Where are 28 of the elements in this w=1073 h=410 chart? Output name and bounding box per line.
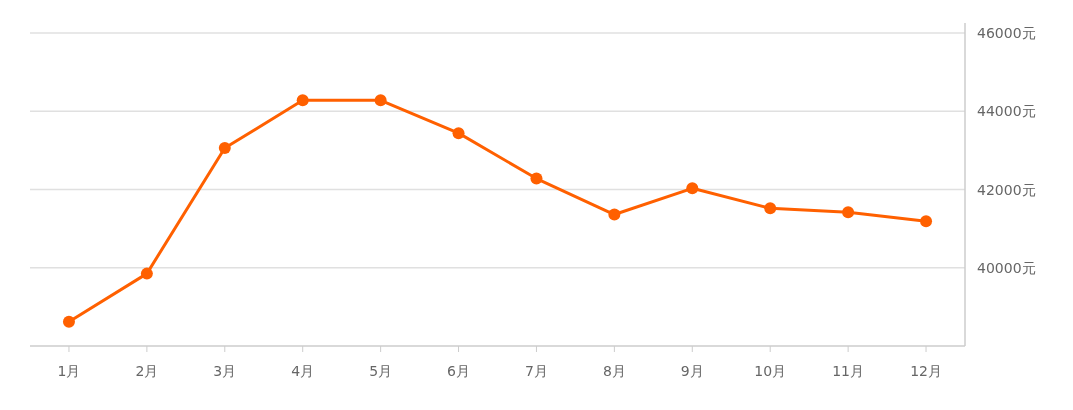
y-tick-label: 44000元 xyxy=(977,103,1036,120)
x-tick-label: 7月 xyxy=(525,363,548,379)
y-tick-label: 42000元 xyxy=(977,181,1036,198)
point xyxy=(296,94,309,107)
x-tick-label: 10月 xyxy=(754,363,787,379)
point xyxy=(140,267,153,280)
point xyxy=(218,142,231,155)
point xyxy=(530,172,543,185)
x-tick-label: 2月 xyxy=(135,363,159,379)
point xyxy=(452,127,465,140)
point xyxy=(920,215,933,228)
point xyxy=(608,208,621,221)
x-tick-label: 5月 xyxy=(369,363,393,379)
point xyxy=(374,94,387,107)
x-tick-label: 3月 xyxy=(213,363,237,379)
y-tick-label: 40000元 xyxy=(977,259,1036,276)
x-tick-label: 1月 xyxy=(57,363,81,379)
x-tick-label: 9月 xyxy=(680,363,704,379)
x-tick-label: 6月 xyxy=(447,363,470,379)
point xyxy=(62,315,75,328)
x-tick-label: 11月 xyxy=(832,363,865,379)
point xyxy=(686,182,699,195)
y-tick-label: 46000元 xyxy=(977,25,1036,41)
point xyxy=(842,206,855,219)
point xyxy=(764,202,777,215)
x-tick-label: 12月 xyxy=(910,363,942,379)
x-tick-label: 8月 xyxy=(602,363,626,379)
x-tick-label: 4月 xyxy=(291,363,315,379)
